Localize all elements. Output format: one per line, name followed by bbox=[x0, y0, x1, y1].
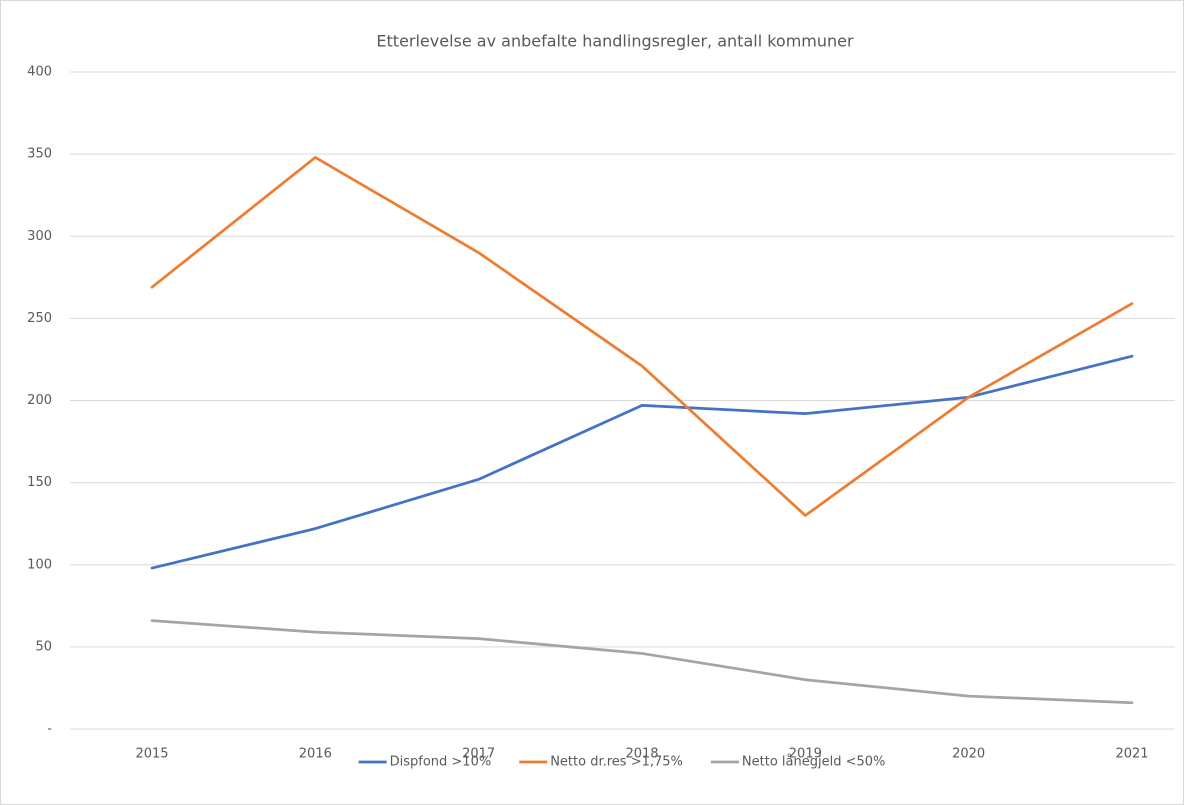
y-tick-label: 300 bbox=[27, 229, 52, 244]
y-tick-label: 50 bbox=[35, 639, 52, 654]
y-tick-label: 250 bbox=[27, 311, 52, 326]
series-line bbox=[150, 156, 1134, 517]
x-tick-label: 2020 bbox=[952, 747, 985, 762]
x-tick-label: 2015 bbox=[135, 747, 168, 762]
y-tick-label: 200 bbox=[27, 393, 52, 408]
x-tick-label: 2019 bbox=[789, 747, 822, 762]
x-tick-label: 2016 bbox=[299, 747, 332, 762]
chart-title: Etterlevelse av anbefalte handlingsregle… bbox=[376, 32, 854, 51]
legend-label: Dispfond >10% bbox=[390, 755, 492, 770]
legend-label: Netto lånegjeld <50% bbox=[742, 755, 885, 770]
y-tick-label: 100 bbox=[27, 557, 52, 572]
x-tick-label: 2021 bbox=[1115, 747, 1148, 762]
y-tick-label: 150 bbox=[27, 475, 52, 490]
x-tick-label: 2017 bbox=[462, 747, 495, 762]
x-tick-label: 2018 bbox=[625, 747, 658, 762]
series-line bbox=[150, 619, 1134, 705]
legend-label: Netto dr.res >1,75% bbox=[550, 755, 683, 770]
y-tick-label: 400 bbox=[27, 65, 52, 80]
y-tick-label: - bbox=[47, 722, 52, 737]
y-tick-label: 350 bbox=[27, 147, 52, 162]
